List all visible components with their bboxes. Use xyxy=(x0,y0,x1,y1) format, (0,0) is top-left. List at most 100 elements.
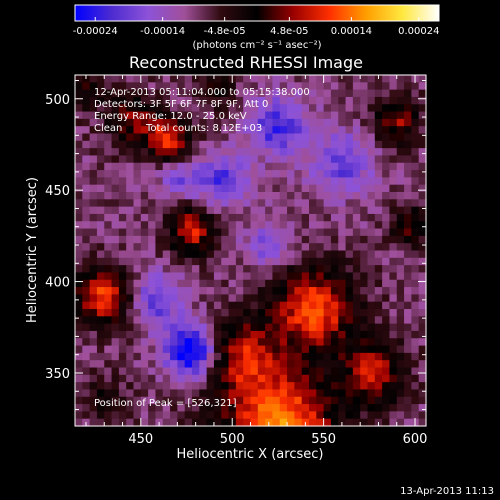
heatmap-cell xyxy=(96,111,105,120)
heatmap-cell xyxy=(82,309,91,317)
heatmap-cell xyxy=(418,75,427,83)
heatmap-cell xyxy=(367,367,376,376)
heatmap-cell xyxy=(360,352,369,361)
heatmap-cell xyxy=(96,75,105,83)
heatmap-cell xyxy=(199,309,208,317)
heatmap-cell xyxy=(411,404,420,412)
heatmap-cell xyxy=(96,104,105,113)
heatmap-cell xyxy=(382,404,391,412)
heatmap-cell xyxy=(133,309,142,317)
heatmap-cell xyxy=(243,192,252,200)
heatmap-cell xyxy=(82,374,91,383)
heatmap-cell xyxy=(404,221,412,230)
heatmap-cell xyxy=(294,199,303,208)
heatmap-cell xyxy=(126,170,135,178)
heatmap-cell xyxy=(192,177,200,186)
heatmap-cell xyxy=(111,82,120,91)
heatmap-cell xyxy=(82,352,91,361)
heatmap-cell xyxy=(213,411,222,420)
heatmap-cell xyxy=(294,279,303,288)
heatmap-cell xyxy=(309,345,317,354)
heatmap-cell xyxy=(235,89,244,98)
heatmap-cell xyxy=(118,345,127,354)
heatmap-cell xyxy=(140,338,149,347)
heatmap-cell xyxy=(206,382,215,391)
heatmap-cell xyxy=(323,170,332,178)
heatmap-cell xyxy=(250,367,259,376)
heatmap-cell xyxy=(316,243,325,252)
heatmap-cell xyxy=(396,265,405,274)
heatmap-cell xyxy=(309,404,317,412)
heatmap-cell xyxy=(367,265,376,274)
colorbar-unit-label: (photons cm⁻² s⁻¹ asec⁻²) xyxy=(192,40,321,51)
heatmap-cell xyxy=(228,162,237,171)
heatmap-cell xyxy=(389,352,398,361)
heatmap-cell xyxy=(316,89,325,98)
heatmap-cell xyxy=(82,257,91,266)
heatmap-cell xyxy=(140,287,149,295)
heatmap-cell xyxy=(272,96,281,105)
heatmap-cell xyxy=(330,301,339,310)
heatmap-cell xyxy=(111,279,120,288)
heatmap-cell xyxy=(148,243,157,252)
heatmap-cell xyxy=(389,367,398,376)
heatmap-cell xyxy=(404,213,412,222)
heatmap-cell xyxy=(250,301,259,310)
heatmap-cell xyxy=(316,272,325,281)
heatmap-cell xyxy=(367,170,376,178)
heatmap-cell xyxy=(96,323,105,332)
heatmap-cell xyxy=(389,148,398,157)
heatmap-cell xyxy=(382,309,391,317)
heatmap-cell xyxy=(155,104,164,113)
heatmap-cell xyxy=(272,382,281,391)
heatmap-cell xyxy=(235,199,244,208)
heatmap-cell xyxy=(75,82,83,91)
heatmap-cell xyxy=(411,82,420,91)
heatmap-cell xyxy=(265,111,274,120)
heatmap-cell xyxy=(177,257,186,266)
heatmap-cell xyxy=(199,287,208,295)
heatmap-cell xyxy=(221,96,230,105)
heatmap-cell xyxy=(352,250,361,259)
heatmap-cell xyxy=(309,184,317,193)
heatmap-cell xyxy=(96,89,105,98)
heatmap-cell xyxy=(257,140,266,149)
heatmap-cell xyxy=(374,279,383,288)
heatmap-cell xyxy=(170,243,178,252)
heatmap-cell xyxy=(367,316,376,325)
heatmap-cell xyxy=(301,367,310,376)
heatmap-cell xyxy=(148,199,157,208)
heatmap-cell xyxy=(323,177,332,186)
heatmap-cell xyxy=(184,118,193,127)
heatmap-cell xyxy=(213,148,222,157)
heatmap-cell xyxy=(345,140,354,149)
heatmap-cell xyxy=(75,323,83,332)
heatmap-cell xyxy=(404,118,412,127)
heatmap-cell xyxy=(411,213,420,222)
heatmap-cell xyxy=(279,155,288,164)
heatmap-cell xyxy=(309,382,317,391)
heatmap-cell xyxy=(228,352,237,361)
heatmap-cell xyxy=(89,155,98,164)
heatmap-cell xyxy=(199,96,208,105)
heatmap-cell xyxy=(148,104,157,113)
heatmap-cell xyxy=(111,265,120,274)
heatmap-cell xyxy=(89,111,98,120)
heatmap-cell xyxy=(162,367,171,376)
heatmap-cell xyxy=(199,301,208,310)
heatmap-cell xyxy=(279,338,288,347)
heatmap-cell xyxy=(170,140,178,149)
heatmap-cell xyxy=(418,287,427,295)
heatmap-cell xyxy=(75,148,83,157)
heatmap-cell xyxy=(82,213,91,222)
heatmap-cell xyxy=(367,126,376,135)
heatmap-cell xyxy=(250,396,259,405)
heatmap-cell xyxy=(213,316,222,325)
heatmap-cell xyxy=(352,89,361,98)
heatmap-cell xyxy=(118,111,127,120)
heatmap-cell xyxy=(82,162,91,171)
heatmap-cell xyxy=(111,360,120,369)
heatmap-cell xyxy=(250,374,259,383)
heatmap-cell xyxy=(389,111,398,120)
heatmap-cell xyxy=(272,316,281,325)
